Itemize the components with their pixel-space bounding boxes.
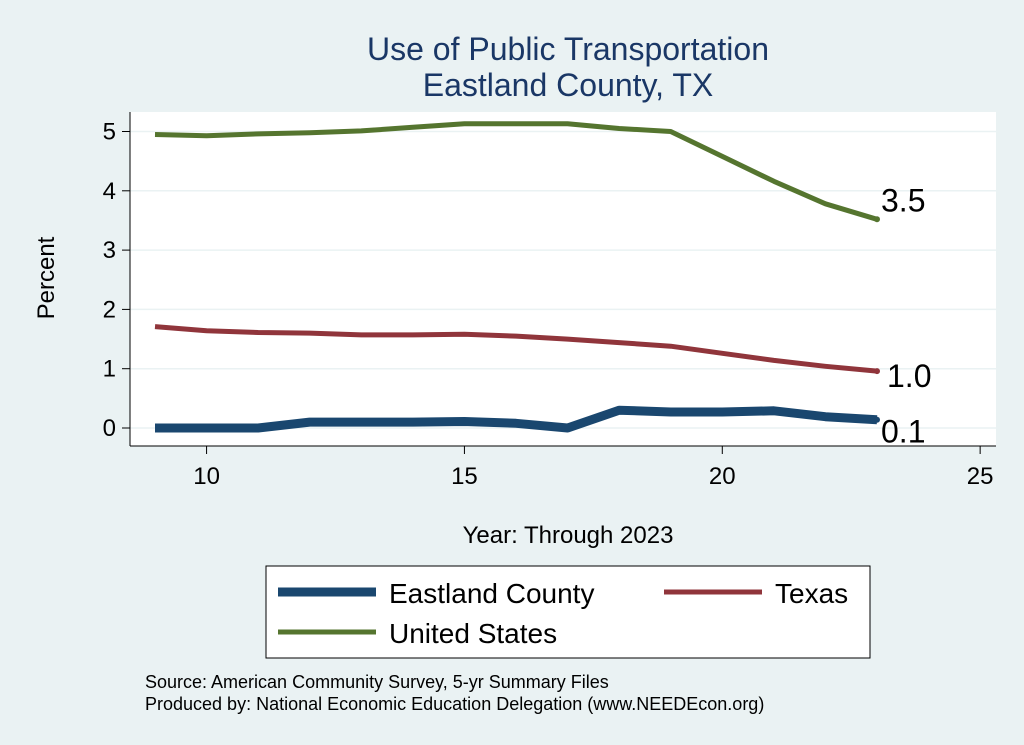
y-tick-label-1: 1 [103,356,116,383]
legend: Eastland County Texas United States [265,565,871,659]
series-line-eastland-county [155,405,878,433]
chart-title-line-2: Eastland County, TX [423,67,714,103]
x-tick-label-15: 15 [451,463,478,490]
chart-title-line-1: Use of Public Transportation [367,31,769,67]
source-note: Source: American Community Survey, 5-yr … [145,672,609,692]
end-point-eastland-county [874,416,880,423]
series-lines [154,121,880,433]
y-tick-label-3: 3 [103,237,116,264]
end-labels: 0.1 1.0 3.5 [881,182,931,449]
end-point-texas [874,368,880,375]
plot-area [130,112,996,446]
producer-note: Produced by: National Economic Education… [145,694,764,714]
series-line-united-states [154,121,878,222]
end-label-eastland-county: 0.1 [881,414,925,450]
y-tick-label-0: 0 [103,415,116,442]
series-line-texas [154,324,878,374]
legend-label-eastland-county: Eastland County [389,578,594,609]
y-axis: 0 1 2 3 4 5 [103,112,131,446]
legend-label-united-states: United States [389,618,557,649]
y-tick-label-4: 4 [103,178,116,205]
y-tick-label-5: 5 [103,119,116,146]
x-tick-label-10: 10 [193,463,220,490]
legend-label-texas: Texas [775,578,848,609]
x-tick-label-20: 20 [709,463,736,490]
end-label-texas: 1.0 [887,358,931,394]
y-tick-label-2: 2 [103,296,116,323]
x-tick-label-25: 25 [967,463,994,490]
x-axis-title: Year: Through 2023 [463,522,674,549]
end-point-united-states [874,216,880,223]
legend-box [265,565,871,659]
end-label-united-states: 3.5 [881,182,925,218]
y-axis-title: Percent [33,236,60,319]
x-axis: 10 15 20 25 [130,445,996,490]
